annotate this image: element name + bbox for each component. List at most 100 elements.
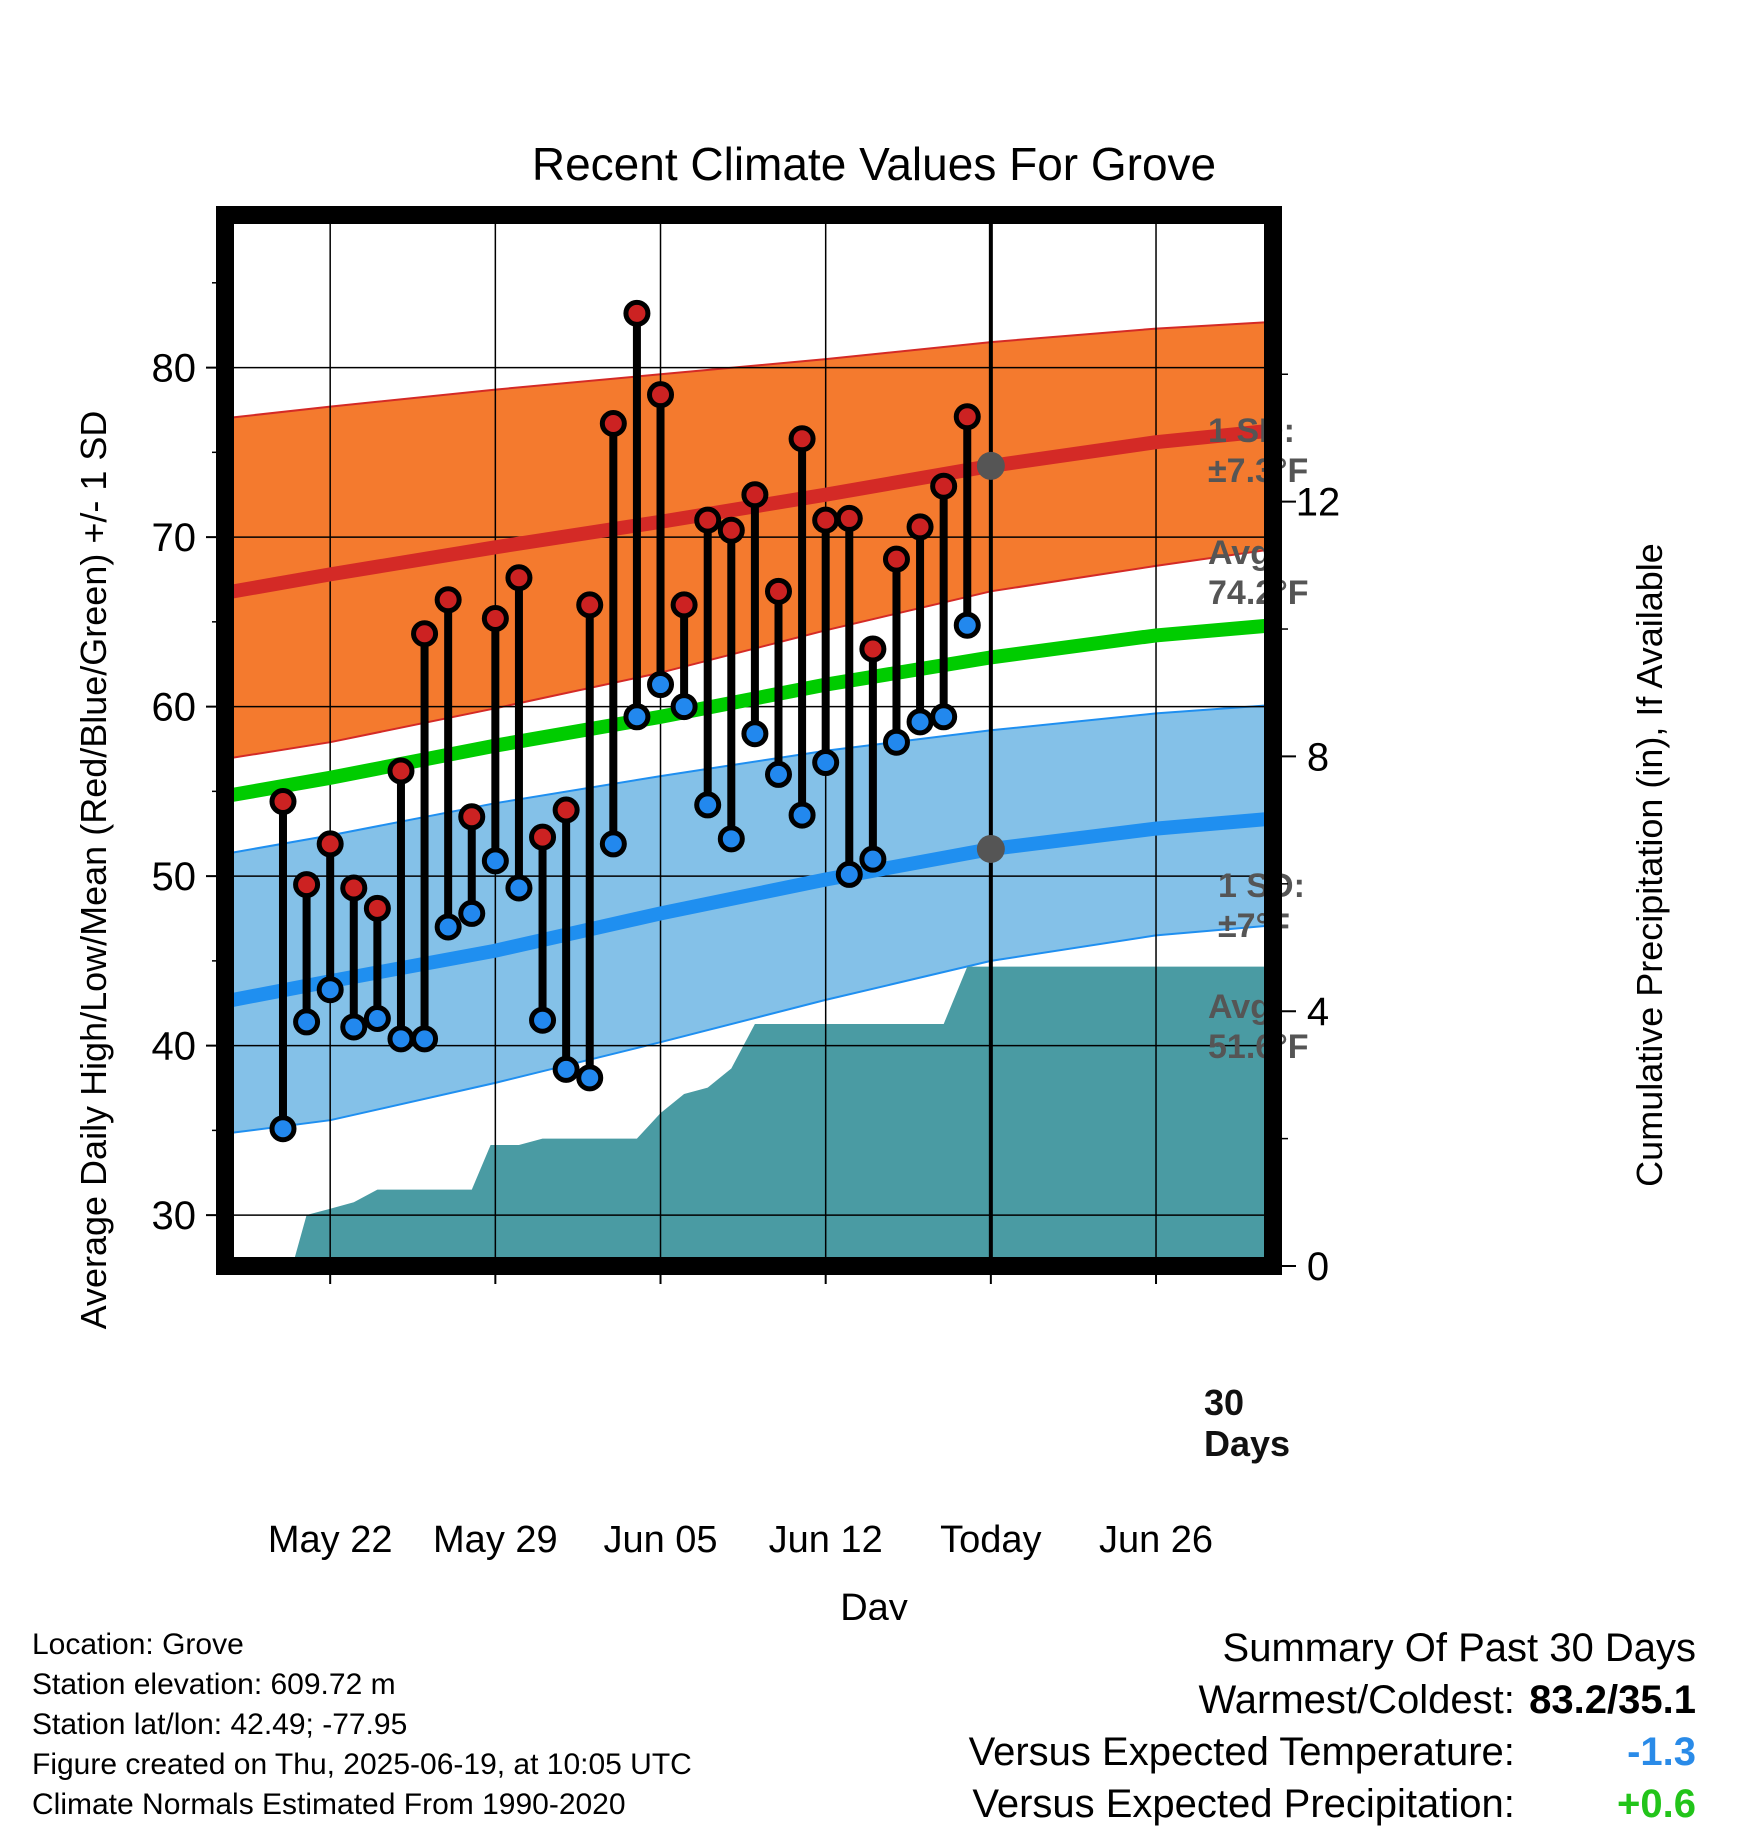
daily-low-point (272, 1118, 294, 1140)
created-text: Figure created on Thu, 2025-06-19, at 10… (32, 1745, 692, 1785)
low-sd-annotation: 1 SD: (1218, 867, 1305, 905)
daily-low-point (579, 1067, 601, 1089)
daily-high-point (673, 594, 695, 616)
daily-low-point (626, 706, 648, 728)
today-high-avg-marker (977, 452, 1005, 480)
daily-high-point (909, 516, 931, 538)
x-tick-label: May 29 (433, 1519, 558, 1561)
y-tick-label: 50 (152, 855, 197, 899)
y-tick-label: 70 (152, 516, 197, 560)
high-sd-value-annotation: ±7.3°F (1208, 452, 1308, 490)
location-text: Location: Grove (32, 1625, 692, 1665)
daily-low-point (838, 863, 860, 885)
summary-panel: Summary Of Past 30 Days Warmest/Coldest:… (969, 1622, 1696, 1830)
daily-high-point (838, 507, 860, 529)
x-tick-label: Jun 12 (769, 1519, 883, 1561)
daily-low-point (343, 1016, 365, 1038)
daily-low-point (508, 877, 530, 899)
daily-low-point (484, 850, 506, 872)
y-tick-label: 30 (152, 1194, 197, 1238)
y2-axis-label: Cumulative Precipitation (in), If Availa… (1629, 543, 1670, 1187)
daily-low-point (414, 1028, 436, 1050)
x-tick-label: Today (940, 1519, 1041, 1561)
daily-low-point (555, 1058, 577, 1080)
daily-low-point (650, 674, 672, 696)
daily-high-point (508, 567, 530, 589)
warmest-label: Warmest/Coldest: (1199, 1678, 1515, 1722)
summary-precip-row: Versus Expected Precipitation: +0.6 (969, 1778, 1696, 1830)
y-axis-label: Average Daily High/Low/Mean (Red/Blue/Gr… (73, 411, 114, 1330)
daily-high-point (626, 302, 648, 324)
climate-chart: Recent Climate Values For Grove 1 SD: ±7.… (0, 0, 1748, 1620)
daily-high-point (956, 406, 978, 428)
y2-tick-label: 0 (1307, 1245, 1329, 1289)
days-unit-annotation: Days (1204, 1423, 1290, 1464)
daily-low-point (319, 979, 341, 1001)
daily-high-point (744, 484, 766, 506)
daily-low-point (720, 828, 742, 850)
normals-text: Climate Normals Estimated From 1990-2020 (32, 1785, 692, 1825)
daily-low-point (791, 804, 813, 826)
daily-high-point (532, 826, 554, 848)
daily-high-point (366, 897, 388, 919)
daily-high-point (697, 509, 719, 531)
daily-high-point (579, 594, 601, 616)
daily-low-point (862, 848, 884, 870)
station-info: Location: Grove Station elevation: 609.7… (32, 1625, 692, 1825)
high-avg-value-annotation: 74.2°F (1208, 574, 1309, 612)
elevation-text: Station elevation: 609.72 m (32, 1665, 692, 1705)
daily-high-point (650, 384, 672, 406)
summary-title: Summary Of Past 30 Days (969, 1622, 1696, 1674)
low-avg-value-annotation: 51.6°F (1208, 1028, 1309, 1066)
daily-high-point (862, 638, 884, 660)
x-tick-label: Jun 26 (1099, 1519, 1213, 1561)
daily-high-point (272, 791, 294, 813)
daily-low-point (602, 833, 624, 855)
daily-high-point (414, 623, 436, 645)
y2-tick-label: 12 (1296, 481, 1341, 525)
daily-high-point (296, 874, 318, 896)
daily-low-point (697, 794, 719, 816)
daily-low-point (296, 1011, 318, 1033)
summary-temp-row: Versus Expected Temperature: -1.3 (969, 1726, 1696, 1778)
daily-high-point (767, 580, 789, 602)
daily-low-point (437, 916, 459, 938)
daily-high-point (815, 509, 837, 531)
y-tick-label: 40 (152, 1025, 197, 1069)
temp-value: -1.3 (1526, 1726, 1696, 1778)
daily-low-point (744, 723, 766, 745)
chart-title: Recent Climate Values For Grove (532, 138, 1216, 190)
y-tick-label: 80 (152, 347, 197, 391)
y-tick-label: 60 (152, 686, 197, 730)
precip-value: +0.6 (1526, 1778, 1696, 1830)
daily-high-point (437, 589, 459, 611)
daily-high-point (555, 799, 577, 821)
daily-low-point (673, 696, 695, 718)
temp-label: Versus Expected Temperature: (969, 1730, 1515, 1774)
precip-label: Versus Expected Precipitation: (972, 1782, 1515, 1826)
latlon-text: Station lat/lon: 42.49; -77.95 (32, 1705, 692, 1745)
daily-high-point (390, 760, 412, 782)
warmest-value: 83.2/35.1 (1526, 1674, 1696, 1726)
daily-low-point (532, 1009, 554, 1031)
x-tick-label: Jun 05 (603, 1519, 717, 1561)
daily-high-point (602, 413, 624, 435)
daily-low-point (366, 1008, 388, 1030)
daily-low-point (909, 711, 931, 733)
daily-low-point (956, 614, 978, 636)
daily-low-point (885, 731, 907, 753)
daily-high-point (720, 519, 742, 541)
days-annotation: 30 (1204, 1382, 1244, 1423)
daily-high-point (319, 833, 341, 855)
daily-high-point (933, 475, 955, 497)
y2-tick-label: 4 (1307, 990, 1329, 1034)
daily-low-point (815, 752, 837, 774)
daily-low-point (767, 763, 789, 785)
daily-high-point (791, 428, 813, 450)
daily-high-point (461, 806, 483, 828)
daily-high-point (484, 607, 506, 629)
y2-tick-label: 8 (1307, 735, 1329, 779)
daily-low-point (390, 1028, 412, 1050)
today-low-avg-marker (977, 835, 1005, 863)
